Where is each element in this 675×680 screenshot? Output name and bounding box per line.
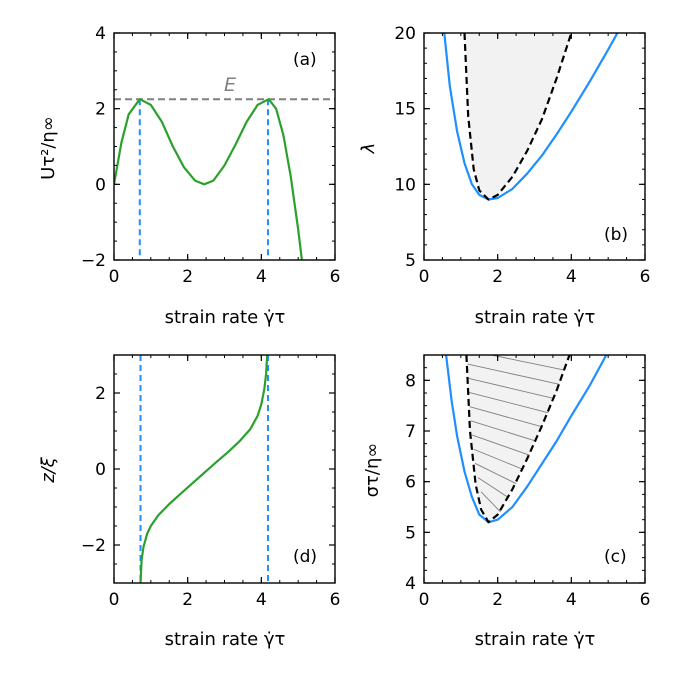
hatch-line	[477, 477, 510, 499]
series-line-outer	[443, 33, 619, 201]
x-tick-label: 2	[182, 267, 193, 287]
x-tick-label: 6	[640, 590, 651, 610]
y-tick-label: 15	[394, 100, 416, 120]
series-line-U	[114, 98, 303, 260]
y-tick-label: 2	[95, 100, 106, 120]
series-line-z	[139, 355, 269, 583]
y-tick-label: 20	[394, 24, 416, 44]
panel-label: (a)	[293, 50, 317, 70]
hatch-line	[468, 377, 555, 400]
x-axis-label: strain rate γ̇τ	[165, 629, 286, 650]
x-tick-label: 0	[109, 590, 120, 610]
series-line-inner	[463, 33, 573, 201]
panel-b: (b) strain rate γ̇τ λ 0 2 4 6 5 10 15 20	[358, 24, 650, 328]
y-axis-label: z/ξ	[38, 456, 59, 484]
y-tick-label: 7	[405, 422, 416, 442]
ticks: 0 2 4 6 5 10 15 20	[394, 24, 650, 287]
y-tick-label: 6	[405, 473, 416, 493]
y-tick-label: −2	[81, 251, 106, 271]
hatch-line	[473, 448, 524, 470]
plot-area	[114, 98, 335, 260]
x-tick-label: 4	[256, 590, 267, 610]
x-tick-label: 2	[492, 590, 503, 610]
panel-c: (c) strain rate γ̇τ στ/η∞ 0 2 4 6 4 5 6 7 8	[362, 354, 651, 650]
x-tick-label: 2	[182, 590, 193, 610]
y-tick-label: 10	[394, 175, 416, 195]
shaded-region	[464, 33, 572, 200]
y-tick-label: 5	[405, 523, 416, 543]
x-tick-label: 0	[419, 267, 430, 287]
y-tick-label: −2	[81, 536, 106, 556]
hatch-line	[470, 420, 537, 442]
plot-area	[445, 355, 608, 524]
x-tick-label: 6	[330, 267, 341, 287]
x-tick-label: 0	[419, 590, 430, 610]
x-axis-label: strain rate γ̇τ	[475, 629, 596, 650]
y-axis-label: λ	[358, 143, 379, 155]
y-axis-label: Uτ²/η∞	[38, 116, 59, 180]
series-line-inner	[465, 355, 571, 524]
x-tick-label: 4	[566, 590, 577, 610]
panel-d: (d) strain rate γ̇τ z/ξ 0 2 4 6 −2 0 2	[38, 354, 341, 650]
y-tick-label: 8	[405, 371, 416, 391]
hatch-line	[489, 355, 565, 371]
y-axis-label: στ/η∞	[362, 443, 383, 498]
shaded-region	[466, 355, 570, 523]
hatch-line	[475, 463, 517, 485]
x-tick-label: 6	[330, 590, 341, 610]
x-tick-label: 0	[109, 267, 120, 287]
panel-label: (d)	[293, 547, 317, 567]
hatch-line	[469, 406, 543, 428]
x-tick-label: 4	[256, 267, 267, 287]
ticks: 0 2 4 6 −2 0 2	[81, 354, 341, 610]
hatch-line	[467, 363, 560, 385]
plot-area	[443, 33, 619, 201]
y-tick-label: 4	[405, 574, 416, 594]
ticks: 0 2 4 6 4 5 6 7 8	[405, 354, 651, 610]
hatch-lines	[467, 355, 565, 513]
x-axis-label: strain rate γ̇τ	[475, 307, 596, 328]
y-tick-label: 4	[95, 24, 106, 44]
y-tick-label: 5	[405, 251, 416, 271]
x-tick-label: 2	[492, 267, 503, 287]
x-tick-label: 6	[640, 267, 651, 287]
plot-area	[139, 355, 269, 583]
series-line-outer	[445, 355, 608, 524]
hatch-line	[480, 491, 501, 513]
y-tick-label: 0	[95, 175, 106, 195]
y-tick-label: 0	[95, 460, 106, 480]
energy-annotation: E	[224, 74, 236, 96]
panel-label: (b)	[604, 225, 628, 245]
y-tick-label: 2	[95, 384, 106, 404]
hatch-line	[472, 434, 531, 456]
panel-label: (c)	[604, 547, 627, 567]
x-tick-label: 4	[566, 267, 577, 287]
hatch-line	[468, 392, 549, 414]
x-axis-label: strain rate γ̇τ	[165, 307, 286, 328]
